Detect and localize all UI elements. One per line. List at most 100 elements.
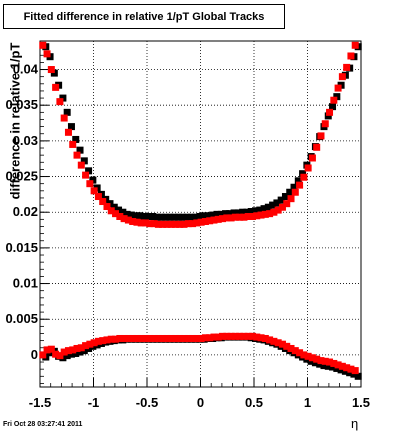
data-point	[253, 333, 261, 341]
data-point	[159, 334, 167, 342]
tick-labels: -1.5 -1 -0.5 0 0.5 1 1.5 0 0.005 0.01 0.015 0.02 0.0…	[5, 62, 370, 410]
data-point	[266, 210, 274, 218]
data-point	[296, 181, 304, 189]
data-point	[230, 209, 238, 217]
data-point	[311, 359, 319, 367]
data-point	[183, 213, 191, 221]
data-point	[60, 348, 68, 356]
data-point	[142, 334, 149, 342]
data-point	[283, 342, 291, 350]
data-point	[317, 132, 325, 140]
data-point	[338, 73, 346, 81]
data-point	[252, 207, 259, 215]
data-point	[136, 212, 144, 220]
data-point	[300, 351, 308, 359]
data-point	[167, 220, 175, 228]
data-point	[89, 176, 97, 184]
data-point	[56, 352, 64, 360]
data-point	[273, 199, 281, 207]
data-point	[222, 210, 230, 218]
data-point	[264, 203, 272, 211]
data-point	[167, 334, 175, 342]
data-point	[184, 334, 192, 342]
data-point	[159, 220, 167, 228]
data-point	[270, 337, 278, 345]
data-point	[132, 212, 140, 220]
data-point	[176, 334, 184, 342]
data-point	[347, 52, 355, 60]
data-point	[329, 363, 337, 371]
data-point	[214, 215, 222, 223]
data-point	[163, 220, 171, 228]
data-point	[236, 213, 244, 221]
data-point	[77, 344, 85, 352]
data-point	[197, 334, 205, 342]
data-point	[313, 143, 321, 151]
data-point	[59, 94, 67, 102]
data-point	[261, 334, 269, 342]
data-point	[157, 213, 165, 221]
data-point	[330, 359, 338, 367]
data-point	[171, 334, 179, 342]
data-point	[193, 334, 201, 342]
data-point	[47, 66, 55, 74]
data-point	[184, 220, 192, 228]
data-point	[64, 128, 72, 136]
data-point	[86, 340, 94, 348]
data-point	[166, 213, 174, 221]
data-point	[163, 334, 171, 342]
data-point	[350, 370, 358, 378]
data-point	[137, 334, 145, 342]
y-tick-label: 0.02	[13, 204, 38, 219]
data-point	[266, 336, 274, 344]
x-tick-label: 1	[304, 395, 311, 410]
data-point	[219, 215, 227, 223]
data-point	[77, 161, 85, 169]
data-point	[103, 336, 111, 344]
data-point	[324, 362, 332, 370]
data-point	[206, 334, 214, 342]
data-point	[189, 220, 197, 228]
data-point	[321, 120, 329, 128]
data-point	[214, 333, 222, 341]
x-axis-label: η	[351, 416, 359, 431]
data-point	[206, 217, 214, 225]
data-point	[197, 218, 205, 226]
data-point	[240, 213, 248, 221]
data-point	[85, 167, 93, 175]
data-point	[260, 205, 268, 213]
data-point	[64, 347, 72, 355]
x-tick-label: -1.5	[29, 395, 51, 410]
data-point	[287, 344, 295, 352]
data-point	[69, 140, 77, 148]
data-point	[192, 213, 200, 221]
data-point	[231, 332, 239, 340]
data-point	[52, 83, 60, 91]
data-point	[281, 193, 289, 201]
data-point	[120, 334, 128, 342]
data-point	[73, 151, 81, 159]
x-tick-label: -0.5	[136, 395, 158, 410]
data-point	[116, 212, 124, 220]
y-tick-label: 0.04	[13, 62, 39, 77]
data-point	[112, 335, 120, 343]
data-point	[69, 346, 77, 354]
data-point	[149, 212, 157, 220]
data-point	[287, 195, 295, 203]
data-point	[146, 334, 154, 342]
data-point	[107, 207, 115, 215]
y-tick-label: 0.005	[5, 311, 38, 326]
chart-title: Fitted difference in relative 1/pT Globa…	[3, 4, 285, 29]
data-point	[124, 216, 132, 224]
data-point	[326, 358, 334, 366]
data-point	[180, 220, 188, 228]
data-point	[116, 334, 124, 342]
data-point	[257, 334, 265, 342]
data-point	[60, 114, 68, 122]
data-point	[333, 93, 341, 101]
data-markers	[39, 41, 362, 380]
data-point	[333, 364, 341, 372]
data-point	[334, 361, 342, 369]
data-point	[334, 84, 342, 92]
